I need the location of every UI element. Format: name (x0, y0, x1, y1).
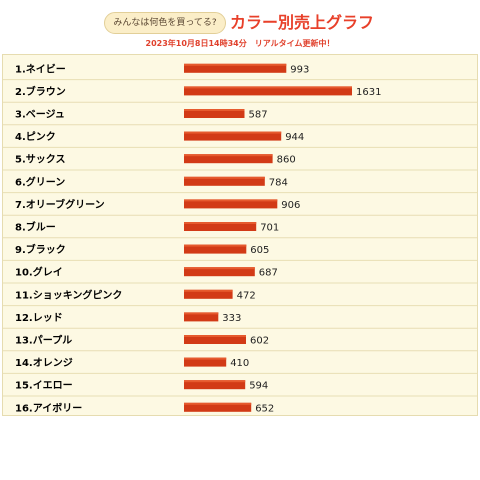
bar-highlight (184, 380, 246, 383)
bar (184, 335, 246, 344)
bar (184, 380, 246, 390)
category-label: 1.ネイビー (15, 62, 66, 75)
category-label: 15.イエロー (15, 380, 73, 392)
bar-highlight (184, 312, 219, 315)
data-label: 784 (269, 177, 288, 188)
bar-highlight (184, 176, 265, 179)
bar-highlight (184, 86, 352, 89)
bar-highlight (184, 357, 227, 360)
data-label: 1631 (356, 87, 381, 98)
data-label: 993 (290, 64, 309, 75)
bar (184, 199, 278, 209)
bar (184, 312, 219, 322)
data-label: 687 (259, 268, 278, 279)
data-label: 602 (250, 336, 269, 347)
bar-highlight (184, 154, 273, 157)
data-label: 701 (260, 223, 279, 234)
bar (184, 154, 273, 164)
bar-highlight (184, 109, 245, 111)
category-label: 5.サックス (15, 154, 65, 166)
bar-highlight (184, 199, 278, 202)
data-label: 652 (255, 403, 274, 414)
data-label: 860 (277, 155, 296, 166)
bar (184, 109, 245, 118)
category-label: 14.オレンジ (15, 357, 73, 369)
data-label: 587 (249, 110, 268, 121)
bar (184, 289, 233, 299)
bar-highlight (184, 402, 252, 405)
category-label: 10.グレイ (15, 266, 63, 279)
category-label: 12.レッド (15, 312, 63, 324)
bar-highlight (184, 222, 257, 224)
category-label: 3.ベージュ (15, 109, 65, 121)
category-label: 4.ピンク (15, 131, 56, 143)
chart-title: カラー別売上グラフ (230, 13, 375, 32)
category-label: 7.オリーブグリーン (15, 198, 105, 211)
category-label: 11.ショッキングピンク (15, 288, 122, 301)
chart-header: みんなは何色を買ってる? カラー別売上グラフ 2023年10月8日14時34分 … (0, 0, 480, 52)
bar-chart-panel: 1.ネイビー 993 2.ブラウン 1631 3.ベージュ 587 4.ピンク 944 5.サッ… (2, 54, 478, 416)
category-label: 8.ブルー (15, 221, 56, 234)
bar-highlight (184, 335, 246, 337)
data-label: 333 (222, 313, 241, 324)
chart-subtitle: 2023年10月8日14時34分 リアルタイム更新中！ (145, 39, 335, 48)
data-label: 472 (237, 290, 256, 301)
speech-bubble: みんなは何色を買ってる? (104, 12, 226, 34)
bar-highlight (184, 131, 282, 134)
bar (184, 176, 265, 186)
category-label: 9.ブラック (15, 243, 66, 256)
bar (184, 244, 247, 254)
category-label: 2.ブラウン (15, 85, 66, 98)
bar (184, 63, 287, 73)
bar-highlight (184, 63, 287, 66)
bar (184, 357, 227, 367)
speech-bubble-tail (210, 24, 218, 32)
data-label: 410 (230, 358, 249, 369)
bar (184, 86, 352, 96)
bar-highlight (184, 289, 233, 292)
bar-chart: 1.ネイビー 993 2.ブラウン 1631 3.ベージュ 587 4.ピンク 944 5.サッ… (3, 62, 477, 414)
bar (184, 267, 255, 277)
category-label: 6.グリーン (15, 175, 65, 188)
bar-highlight (184, 267, 255, 270)
data-label: 944 (285, 132, 304, 143)
bar (184, 402, 252, 412)
category-label: 13.パープル (15, 334, 72, 347)
data-label: 605 (250, 245, 269, 256)
data-label: 906 (281, 200, 300, 211)
bar (184, 222, 257, 231)
category-label: 16.アイボリー (15, 401, 82, 414)
data-label: 594 (249, 381, 268, 392)
bar-highlight (184, 244, 247, 247)
bar (184, 131, 282, 141)
